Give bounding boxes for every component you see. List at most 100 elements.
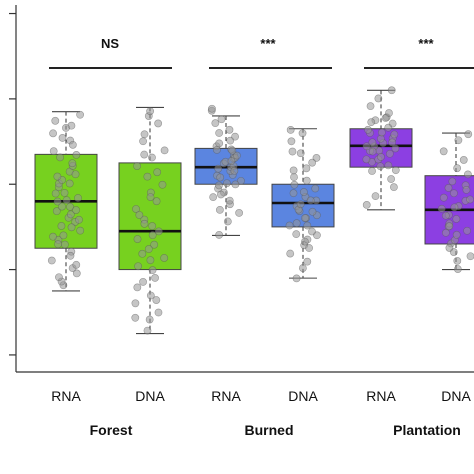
data-point [377, 128, 386, 137]
data-point [148, 231, 157, 240]
data-point [65, 179, 74, 188]
data-point [368, 167, 376, 175]
data-point [371, 192, 380, 201]
data-point [387, 86, 396, 95]
data-point [299, 188, 308, 196]
data-point [148, 222, 157, 230]
data-point [285, 221, 294, 230]
data-point [441, 228, 450, 237]
data-point [376, 162, 385, 171]
data-point [452, 215, 461, 223]
data-point [225, 196, 234, 205]
data-point [391, 166, 400, 175]
data-point [146, 193, 155, 201]
data-point [132, 205, 140, 213]
data-point [150, 240, 159, 249]
data-point [289, 166, 298, 175]
data-point [362, 201, 371, 209]
data-point [231, 180, 240, 189]
data-point [57, 222, 66, 230]
data-point [390, 130, 399, 139]
data-point [209, 193, 218, 202]
data-point [211, 119, 220, 128]
data-point [233, 151, 241, 160]
data-point [51, 116, 60, 125]
data-point [296, 149, 305, 158]
data-point [303, 257, 312, 266]
data-point [145, 315, 154, 324]
data-point [215, 129, 224, 137]
data-point [301, 214, 309, 222]
data-point [391, 144, 400, 153]
data-point [60, 188, 69, 197]
data-point [450, 203, 459, 212]
group-label: Forest [90, 422, 133, 438]
data-point [49, 129, 57, 138]
data-point [144, 245, 153, 253]
data-point [381, 114, 390, 122]
data-point [452, 230, 461, 239]
data-point [135, 211, 144, 219]
data-point [66, 202, 74, 211]
data-point [227, 157, 236, 165]
data-point [54, 240, 62, 249]
data-point [439, 147, 448, 156]
data-point [215, 181, 223, 190]
data-point [228, 146, 237, 155]
data-point [453, 164, 462, 173]
data-point [72, 269, 81, 278]
data-point [59, 231, 68, 240]
data-point [286, 125, 295, 134]
box-label: DNA [441, 388, 471, 404]
data-point [367, 118, 376, 127]
data-point [160, 254, 169, 262]
data-point [305, 244, 313, 252]
data-point [308, 227, 316, 236]
data-point [445, 222, 454, 231]
data-point [146, 256, 155, 265]
data-point [213, 145, 221, 154]
data-point [66, 210, 75, 219]
data-point [448, 177, 457, 186]
data-point [230, 167, 239, 175]
data-point [140, 150, 149, 159]
data-point [385, 149, 394, 158]
data-point [134, 262, 143, 271]
data-point [146, 291, 155, 300]
data-point [53, 197, 62, 206]
data-point [292, 219, 301, 228]
data-point [237, 176, 245, 185]
data-point [225, 125, 234, 134]
data-point [364, 125, 372, 134]
data-point [215, 139, 224, 148]
data-point [292, 230, 301, 239]
box-label: DNA [135, 388, 165, 404]
data-point [66, 251, 75, 260]
data-point [74, 194, 82, 202]
data-point [298, 264, 307, 272]
significance-layer: NS *** *** [49, 36, 474, 69]
data-point [68, 159, 77, 168]
data-point [68, 140, 77, 149]
data-point [62, 123, 70, 132]
data-point [215, 231, 224, 239]
data-point [140, 130, 149, 139]
label-layer: Forest RNA DNA Burned RNA DNA Plantation RNA DNA [51, 388, 471, 438]
data-point [215, 205, 224, 214]
data-point [138, 249, 147, 258]
data-point [139, 278, 147, 286]
data-point [151, 274, 159, 282]
data-point [47, 256, 56, 265]
data-point [76, 226, 85, 235]
data-point [217, 115, 226, 124]
data-point [152, 296, 161, 304]
data-point [464, 130, 473, 139]
data-point [437, 204, 446, 213]
data-point [384, 161, 393, 170]
data-point [388, 138, 396, 147]
data-point [154, 227, 163, 236]
data-point [72, 260, 81, 269]
data-point [158, 180, 167, 189]
group-label: Plantation [393, 422, 461, 438]
data-point [292, 274, 301, 283]
